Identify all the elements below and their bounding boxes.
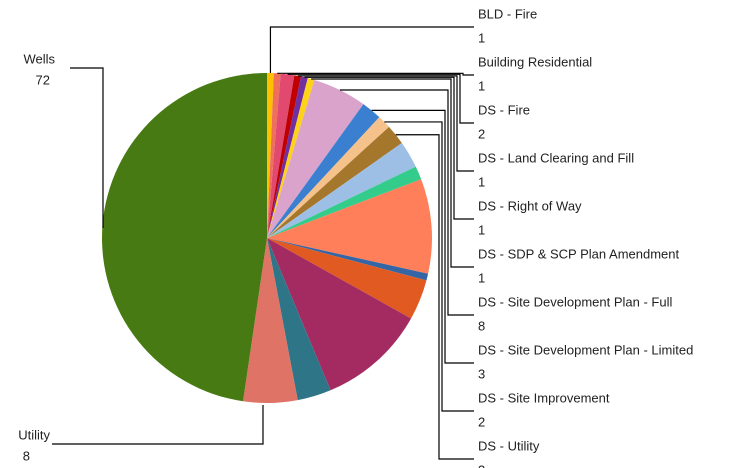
- slice-value: 8: [23, 448, 30, 463]
- pie-slice: [267, 75, 302, 239]
- pie-slice: [267, 238, 427, 319]
- leader-line: [52, 405, 264, 445]
- slice-value: 72: [36, 72, 50, 87]
- slice-value: 3: [478, 366, 485, 381]
- pie-slice: [267, 238, 412, 391]
- slice-label: DS - Site Improvement: [478, 390, 610, 405]
- leader-line: [395, 134, 474, 460]
- slice-label: DS - Land Clearing and Fill: [478, 150, 634, 165]
- slice-label: Utility: [18, 427, 50, 442]
- pie-slice: [267, 179, 432, 274]
- pie-slice: [267, 238, 331, 401]
- leader-line: [269, 26, 474, 74]
- slice-label: DS - SDP & SCP Plan Amendment: [478, 246, 680, 261]
- pie-slice: [267, 73, 295, 238]
- slice-value: 3: [478, 462, 485, 468]
- leader-line: [297, 75, 474, 172]
- slice-label: DS - Site Development Plan - Full: [478, 294, 672, 309]
- pie-slice: [267, 79, 364, 238]
- slice-label: DS - Fire: [478, 102, 530, 117]
- pie-slice: [267, 104, 380, 238]
- slice-value: 2: [478, 126, 485, 141]
- slice-value: 1: [478, 222, 485, 237]
- pie-slice: [267, 117, 390, 238]
- slice-value: 8: [478, 318, 485, 333]
- slice-label: Wells: [23, 51, 55, 66]
- leader-line: [304, 76, 474, 220]
- slice-label: DS - Site Development Plan - Limited: [478, 342, 693, 357]
- slice-label: DS - Right of Way: [478, 198, 582, 213]
- leader-line: [384, 121, 474, 412]
- leader-line: [277, 72, 474, 76]
- slice-value: 1: [478, 78, 485, 93]
- slice-value: 2: [478, 414, 485, 429]
- pie-slice: [267, 126, 402, 238]
- pie-slice: [267, 166, 422, 238]
- slice-value: 1: [478, 30, 485, 45]
- slice-value: 1: [478, 270, 485, 285]
- leader-line: [371, 109, 474, 364]
- pie-slice: [102, 73, 268, 402]
- leader-line: [339, 89, 474, 316]
- pie-slice: [243, 238, 298, 403]
- pie-slice: [267, 73, 274, 238]
- leader-line: [287, 73, 474, 124]
- leader-line: [70, 67, 104, 228]
- pie-slice: [267, 76, 308, 238]
- pie-slice: [267, 238, 429, 281]
- slice-label: BLD - Fire: [478, 6, 537, 21]
- slice-value: 1: [478, 174, 485, 189]
- leader-line: [311, 78, 474, 268]
- pie-slice: [267, 78, 315, 239]
- slice-label: Building Residential: [478, 54, 592, 69]
- slice-label: DS - Utility: [478, 438, 540, 453]
- pie-slice: [267, 73, 281, 238]
- pie-slice: [267, 142, 416, 238]
